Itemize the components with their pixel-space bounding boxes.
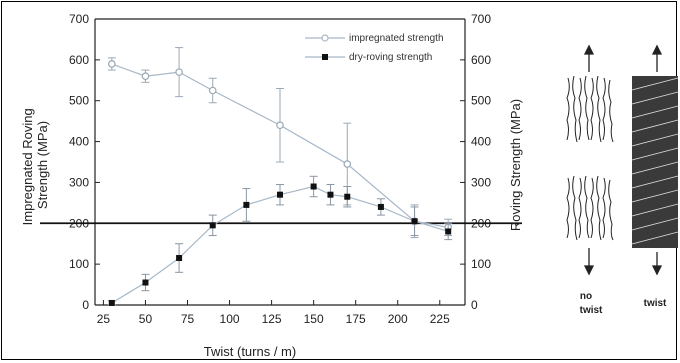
data-point-dry [445,228,452,235]
x-tick-label: 75 [181,312,195,326]
x-tick-label: 125 [262,312,282,326]
data-point-dry [142,279,149,286]
data-point-impregnated [208,86,217,95]
data-point-dry [108,299,115,306]
x-tick-label: 100 [220,312,240,326]
y-tick-label-right: 300 [471,175,491,189]
y-tick-label-left: 300 [69,175,89,189]
roving-schematic: no twist twist [566,44,679,316]
data-point-dry [243,201,250,208]
series-line-dry [111,185,449,304]
legend-label-impregnated: impregnated strength [349,33,444,44]
data-point-impregnated [175,68,183,76]
y-tick-label-left: 600 [69,53,89,67]
no-twist-arrows [583,44,595,276]
left-axis-label: Impregnated Roving Strength (MPa) [20,105,50,226]
x-tick-label: 200 [388,312,408,326]
legend: impregnated strength dry-roving strength [305,33,444,63]
data-point-dry [310,183,317,190]
data-point-dry [411,218,418,225]
y-tick-label-right: 400 [471,135,491,149]
data-point-impregnated [276,121,284,130]
y-tick-label-left: 100 [69,257,89,271]
no-twist-bundle-lower [566,175,614,241]
data-point-impregnated [141,72,150,81]
y-tick-label-left: 0 [82,298,89,312]
no-twist-label-line2: twist [580,305,603,316]
y-tick-label-right: 100 [471,257,491,271]
data-point-dry [277,191,283,198]
y-tick-label-right: 600 [471,53,491,67]
left-axis-label-line1: Impregnated Roving [20,108,35,225]
left-axis-label-line2: Strength (MPa) [35,121,50,209]
y-tick-label-right: 700 [471,12,491,26]
data-point-dry [327,191,334,198]
twist-label: twist [644,298,667,309]
x-axis-label: Twist (turns / m) [204,344,296,359]
right-axis-label: Roving Strength (MPa) [508,99,523,231]
y-tick-label-right: 0 [471,298,478,312]
legend-marker-impregnated [321,34,329,42]
series-line-impregnated [111,63,449,228]
y-tick-label-left: 400 [69,135,89,149]
legend-marker-dry [322,54,328,60]
no-twist-bundle-upper [566,75,614,143]
data-point-dry [176,255,183,262]
y-tick-label-right: 500 [471,94,491,108]
x-tick-label: 25 [97,312,111,326]
twist-arrows [651,44,663,276]
twist-bundle [631,76,679,248]
x-tick-label: 225 [430,312,450,326]
data-point-dry [377,203,384,210]
x-tick-label: 150 [304,312,324,326]
data-point-dry [209,222,216,229]
no-twist-label-line1: no [580,291,592,302]
y-tick-label-left: 700 [69,12,89,26]
x-tick-label: 175 [346,312,366,326]
data-point-impregnated [108,60,116,68]
data-point-impregnated [343,160,352,168]
data-point-dry [344,193,351,200]
y-tick-label-left: 500 [69,94,89,108]
legend-label-dry: dry-roving strength [349,52,432,63]
x-tick-label: 50 [139,312,153,326]
